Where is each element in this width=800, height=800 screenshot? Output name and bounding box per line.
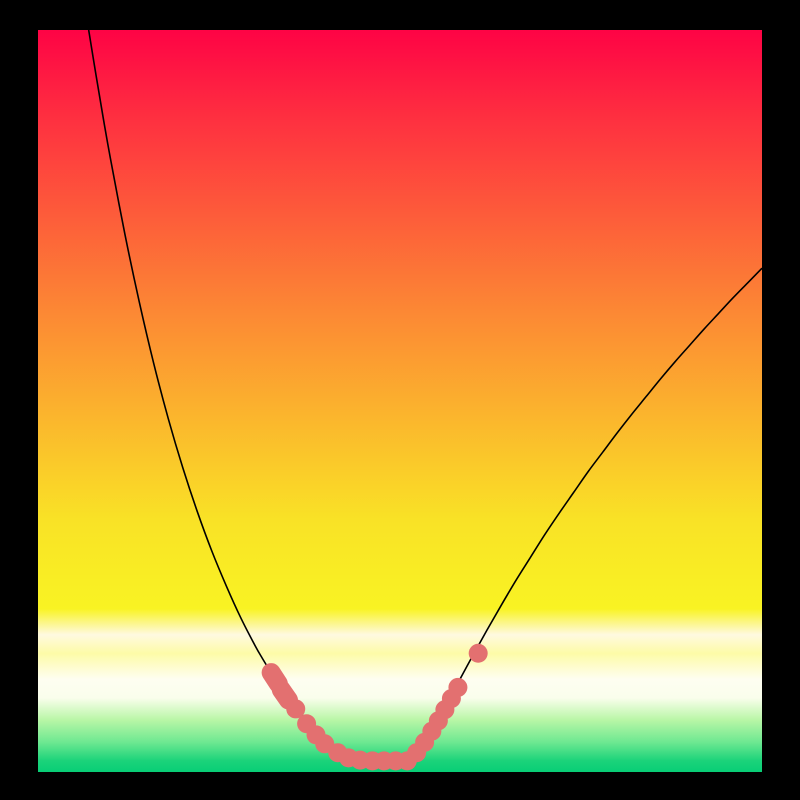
marker-point-17 [448, 678, 467, 697]
marker-capsule-1 [281, 690, 288, 700]
chart-frame: TheBottleneck.com [0, 0, 800, 800]
bottleneck-chart [0, 0, 800, 800]
marker-point-18 [469, 644, 488, 663]
plot-background [38, 30, 762, 772]
